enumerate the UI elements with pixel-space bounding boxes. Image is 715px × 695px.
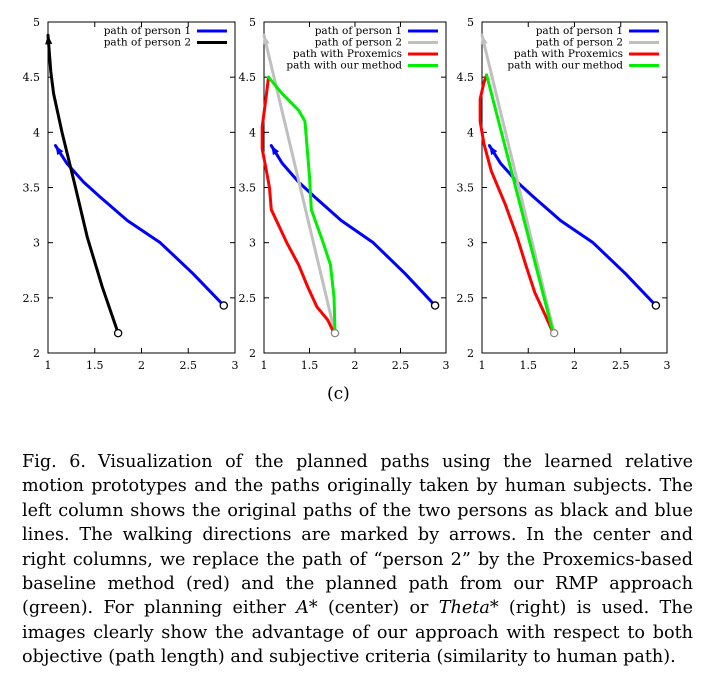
y-tick-label: 3 xyxy=(33,237,40,250)
legend-entry: path with Proxemics xyxy=(514,48,623,60)
arrowhead xyxy=(45,35,53,45)
start-marker xyxy=(330,328,340,338)
plot-frame xyxy=(263,21,447,354)
y-tick-label: 2.5 xyxy=(239,292,257,305)
x-tick-label: 1 xyxy=(479,359,486,372)
y-tick-label: 4.5 xyxy=(239,71,257,84)
start-marker xyxy=(430,301,440,310)
y-tick-label: 2 xyxy=(467,347,474,360)
series-line-4 xyxy=(485,73,555,335)
legend-entry: path of person 1 xyxy=(315,25,402,37)
x-tick-label: 2 xyxy=(571,359,578,372)
y-tick-label: 3.5 xyxy=(23,182,41,195)
start-marker xyxy=(549,328,559,338)
series-line-4 xyxy=(267,75,337,335)
y-tick-label: 4 xyxy=(249,126,256,139)
y-tick-label: 3.5 xyxy=(239,182,257,195)
y-tick-label: 3 xyxy=(249,237,256,250)
legend-entry: path with our method xyxy=(507,60,623,72)
arrowhead xyxy=(271,145,280,156)
arrowhead xyxy=(262,35,270,45)
legend-entry: path of person 2 xyxy=(104,37,191,49)
series-line-1 xyxy=(487,144,658,308)
x-tick-label: 1.5 xyxy=(86,359,104,372)
x-tick-label: 1.5 xyxy=(301,359,319,372)
chart-panel-1: 1 1.5 2 2.5 3 2 2.5 3 3.5 4 4.5 5 path of person 1pa… xyxy=(23,16,239,372)
legend-entry: path with our method xyxy=(286,60,402,72)
arrowhead xyxy=(480,35,488,45)
y-tick-label: 2 xyxy=(33,347,40,360)
arrowhead xyxy=(489,145,498,156)
figure: 1 1.5 2 2.5 3 2 2.5 3 3.5 4 4.5 5 path of person 1 pa… xyxy=(23,16,671,372)
start-marker xyxy=(113,328,123,338)
legend-entry: path of person 2 xyxy=(315,37,402,49)
figure-caption: Fig. 6. Visualization of the planned path… xyxy=(22,450,693,670)
y-tick-label: 4 xyxy=(33,126,40,139)
x-tick-label: 2.5 xyxy=(612,359,630,372)
y-tick-label: 5 xyxy=(467,16,474,29)
caption-lead: Fig. 6. xyxy=(22,452,87,472)
series-line-3 xyxy=(478,73,555,335)
y-tick-label: 2.5 xyxy=(457,292,475,305)
y-tick-label: 3.5 xyxy=(457,182,475,195)
x-tick-label: 3 xyxy=(232,359,239,372)
x-tick-label: 3 xyxy=(443,359,450,372)
x-tick-label: 1 xyxy=(45,359,52,372)
legend-entry: path of person 1 xyxy=(104,25,191,37)
x-tick-label: 3 xyxy=(664,359,671,372)
series-line-2 xyxy=(46,33,120,335)
x-tick-label: 2.5 xyxy=(392,359,410,372)
start-marker xyxy=(219,301,229,310)
y-tick-label: 3 xyxy=(467,237,474,250)
y-tick-label: 4.5 xyxy=(457,71,475,84)
y-tick-label: 5 xyxy=(33,16,40,29)
caption-theta: Theta xyxy=(438,598,490,619)
x-tick-label: 2 xyxy=(352,359,359,372)
x-tick-label: 1 xyxy=(261,359,268,372)
y-tick-label: 2 xyxy=(249,347,256,360)
caption-text-3: * (right) is used. The images clearly sh… xyxy=(22,598,693,668)
y-tick-label: 5 xyxy=(249,16,256,29)
y-tick-label: 2.5 xyxy=(23,292,41,305)
legend-entry: path of person 2 xyxy=(536,37,623,49)
series-line-1 xyxy=(53,144,226,308)
caption-text-1: Visualization of the planned paths using… xyxy=(22,452,693,619)
subfigure-label: (c) xyxy=(327,384,350,404)
y-tick-label: 4 xyxy=(467,126,474,139)
x-tick-label: 2 xyxy=(138,359,145,372)
caption-astar: A xyxy=(296,598,309,619)
plot-frame xyxy=(481,21,668,354)
series-line-2 xyxy=(480,33,556,335)
series-line-3 xyxy=(260,75,336,335)
arrowhead xyxy=(55,145,64,156)
start-marker xyxy=(651,301,661,310)
x-tick-label: 1.5 xyxy=(520,359,538,372)
legend-entry: path with Proxemics xyxy=(293,48,402,60)
series-line-1 xyxy=(269,144,437,308)
series-line-2 xyxy=(262,33,337,335)
y-tick-label: 4.5 xyxy=(23,71,41,84)
legend-entry: path of person 1 xyxy=(536,25,623,37)
x-tick-label: 2.5 xyxy=(180,359,198,372)
caption-text-2: * (center) or xyxy=(308,598,439,619)
